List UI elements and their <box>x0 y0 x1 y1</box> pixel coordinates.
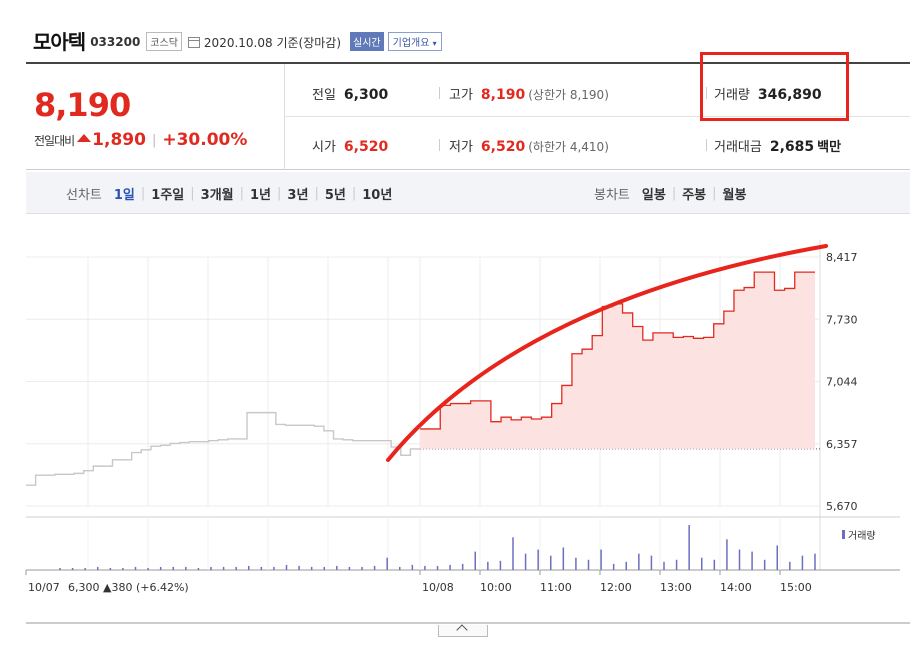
y-tick-label: 7,044 <box>826 376 858 389</box>
upper-limit: (상한가 8,190) <box>528 88 609 102</box>
tab-separator: | <box>671 186 677 201</box>
candle-chart-label: 봉차트 <box>594 188 630 203</box>
high-cell: 고가 8,190 (상한가 8,190) <box>449 84 609 103</box>
tab-line_tabs-5[interactable]: 5년 <box>324 188 346 203</box>
x-tick-label: 14:00 <box>720 581 752 594</box>
x-tick-label: 10/07 <box>28 581 60 594</box>
tab-separator: | <box>314 186 319 201</box>
stock-name: 모아텍 <box>33 29 86 54</box>
tab-separator: | <box>239 186 245 201</box>
current-price: 8,190 <box>34 86 131 124</box>
low-cell: 저가 6,520 (하한가 4,410) <box>449 136 609 155</box>
expand-toggle-button[interactable] <box>438 624 488 637</box>
y-tick-label: 7,730 <box>826 313 858 326</box>
volume-highlight-box <box>700 52 849 121</box>
chevron-up-icon <box>456 624 468 636</box>
realtime-button[interactable]: 실시간 <box>350 32 384 51</box>
stock-code: 033200 <box>90 35 141 49</box>
tab-separator: | <box>190 186 195 201</box>
tab-line_tabs-6[interactable]: 10년 <box>362 188 393 203</box>
calendar-icon <box>187 36 200 48</box>
chevron-down-icon: ▾ <box>432 39 437 48</box>
previous-day-price-line <box>26 411 420 486</box>
market-badge: 코스닥 <box>146 32 182 51</box>
tab-candle_tabs-2[interactable]: 월봉 <box>722 188 747 203</box>
up-arrow-icon <box>77 134 92 142</box>
candle-chart-tabs: 봉차트 일봉 | 주봉 | 월봉 <box>594 184 746 203</box>
change-row: 전일대비 1,890 | +30.00% <box>34 130 247 150</box>
tab-separator: | <box>277 186 282 201</box>
current-price-panel: 8,190 전일대비 1,890 | +30.00% <box>26 64 285 170</box>
quote-divider <box>285 116 910 117</box>
base-date: 2020.10.08 기준(장마감) <box>203 35 342 50</box>
change-amount: 1,890 <box>92 130 146 150</box>
y-tick-label: 6,357 <box>826 438 858 451</box>
trend-annotation-curve <box>386 244 828 462</box>
change-percent: +30.00% <box>162 130 248 150</box>
trade-value-unit: 백만 <box>817 140 842 155</box>
tab-separator: | <box>712 186 717 201</box>
today-price-area <box>420 272 815 449</box>
volume-legend-label: 거래량 <box>848 530 876 542</box>
x-tick-label: 13:00 <box>660 581 692 594</box>
tab-candle_tabs-0[interactable]: 일봉 <box>641 188 666 203</box>
volume-cell: 거래량 346,890 <box>714 84 822 103</box>
prev-close-value: 6,300 <box>343 87 389 103</box>
volume-legend-swatch <box>842 530 845 539</box>
open-value: 6,520 <box>343 139 389 155</box>
previous-day-summary: 6,300 ▲380 (+6.42%) <box>68 581 189 594</box>
trade-value: 2,685 <box>769 139 815 155</box>
high-value: 8,190 <box>480 87 526 103</box>
y-tick-label: 5,670 <box>826 500 858 513</box>
x-tick-label: 10/08 <box>422 581 454 594</box>
quote-separator <box>706 139 707 151</box>
prev-close-label: 전일 <box>312 88 336 103</box>
quote-separator <box>439 87 440 99</box>
trade-value-cell: 거래대금 2,685 백만 <box>714 136 841 155</box>
prev-close-cell: 전일 6,300 <box>312 84 388 103</box>
company-overview-label: 기업개요 <box>392 38 430 49</box>
tab-candle_tabs-1[interactable]: 주봉 <box>682 188 707 203</box>
change-separator: | <box>151 132 157 148</box>
low-value: 6,520 <box>480 139 526 155</box>
quote-separator <box>706 87 707 99</box>
low-label: 저가 <box>449 140 473 155</box>
stock-header: 모아텍 033200 코스닥 2020.10.08 기준(장마감) 실시간 기업… <box>33 28 442 54</box>
x-tick-label: 12:00 <box>600 581 632 594</box>
tab-line_tabs-3[interactable]: 1년 <box>250 188 272 203</box>
quote-separator <box>439 139 440 151</box>
tab-line_tabs-1[interactable]: 1주일 <box>151 188 185 203</box>
lower-limit: (하한가 4,410) <box>528 140 609 154</box>
high-label: 고가 <box>449 88 473 103</box>
tab-separator: | <box>351 186 357 201</box>
line-chart-tabs: 선차트 1일 | 1주일 | 3개월 | 1년 | 3년 | 5년 | 10년 <box>66 184 392 203</box>
tab-line_tabs-0[interactable]: 1일 <box>113 188 135 203</box>
trade-value-label: 거래대금 <box>714 140 762 155</box>
line-chart-label: 선차트 <box>66 188 102 203</box>
x-tick-label: 15:00 <box>780 581 812 594</box>
tab-line_tabs-2[interactable]: 3개월 <box>200 188 234 203</box>
volume-value: 346,890 <box>757 87 822 103</box>
x-tick-label: 10:00 <box>480 581 512 594</box>
volume-label: 거래량 <box>714 88 750 103</box>
open-label: 시가 <box>312 140 336 155</box>
quote-summary: 8,190 전일대비 1,890 | +30.00% 전일 6,300 고가 8… <box>26 62 910 170</box>
y-tick-label: 8,417 <box>826 251 858 264</box>
tab-line_tabs-4[interactable]: 3년 <box>287 188 309 203</box>
chart-tab-bar: 선차트 1일 | 1주일 | 3개월 | 1년 | 3년 | 5년 | 10년 봉차트 일봉 | 주봉 | 월봉 <box>26 172 910 214</box>
open-cell: 시가 6,520 <box>312 136 388 155</box>
change-label: 전일대비 <box>34 133 75 148</box>
x-tick-label: 11:00 <box>540 581 572 594</box>
company-overview-button[interactable]: 기업개요 ▾ <box>387 32 442 51</box>
tab-separator: | <box>140 186 146 201</box>
